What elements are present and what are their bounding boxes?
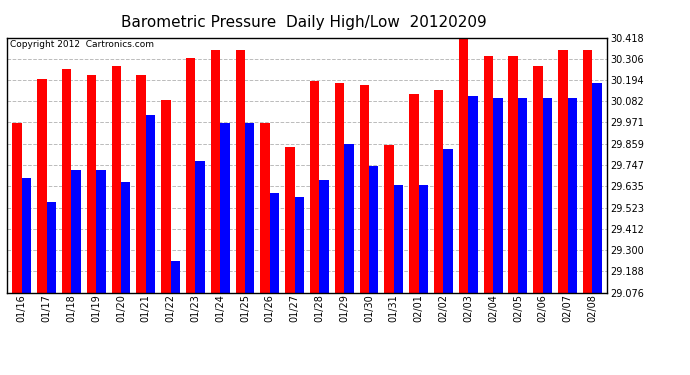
Bar <box>12 123 22 292</box>
Bar <box>344 144 354 292</box>
Bar <box>543 98 552 292</box>
Bar <box>419 185 428 292</box>
Bar <box>170 261 180 292</box>
Bar <box>335 83 344 292</box>
Bar <box>47 202 56 292</box>
Text: Barometric Pressure  Daily High/Low  20120209: Barometric Pressure Daily High/Low 20120… <box>121 15 486 30</box>
Bar <box>394 185 403 292</box>
Bar <box>22 178 31 292</box>
Bar <box>220 123 230 292</box>
Bar <box>245 123 255 292</box>
Bar <box>493 98 502 292</box>
Bar <box>186 58 195 292</box>
Bar <box>434 90 444 292</box>
Bar <box>37 79 47 292</box>
Bar <box>195 160 205 292</box>
Bar <box>161 100 170 292</box>
Bar <box>509 56 518 292</box>
Bar <box>384 146 394 292</box>
Bar <box>558 50 567 292</box>
Bar <box>409 94 419 292</box>
Bar <box>469 96 477 292</box>
Text: Copyright 2012  Cartronics.com: Copyright 2012 Cartronics.com <box>10 40 154 49</box>
Bar <box>518 98 527 292</box>
Bar <box>235 50 245 292</box>
Bar <box>285 147 295 292</box>
Bar <box>211 50 220 292</box>
Bar <box>87 75 96 292</box>
Bar <box>459 37 469 292</box>
Bar <box>369 166 379 292</box>
Bar <box>96 170 106 292</box>
Bar <box>484 56 493 292</box>
Bar <box>62 69 71 292</box>
Bar <box>583 50 592 292</box>
Bar <box>270 193 279 292</box>
Bar <box>121 182 130 292</box>
Bar <box>567 98 577 292</box>
Bar <box>260 123 270 292</box>
Bar <box>137 75 146 292</box>
Bar <box>71 170 81 292</box>
Bar <box>533 66 543 292</box>
Bar <box>319 180 329 292</box>
Bar <box>146 115 155 292</box>
Bar <box>295 197 304 292</box>
Bar <box>359 85 369 292</box>
Bar <box>592 83 602 292</box>
Bar <box>310 81 319 292</box>
Bar <box>444 149 453 292</box>
Bar <box>112 66 121 292</box>
